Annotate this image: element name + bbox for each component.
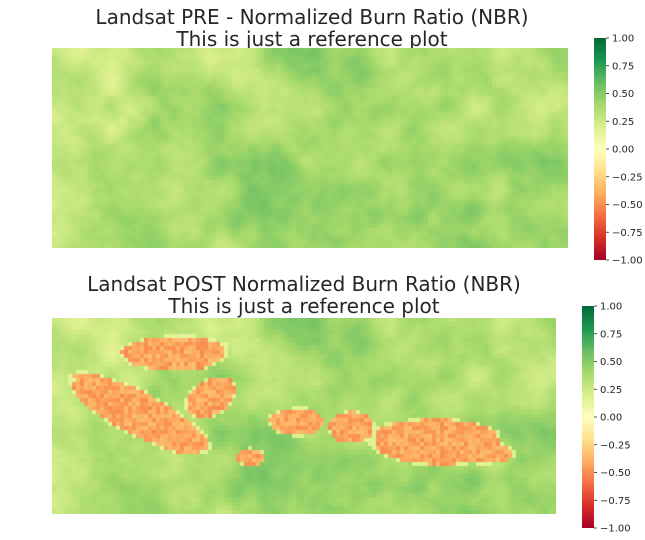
colorbar-tick-label: 0.75 [612,61,634,72]
colorbar-tick-label: −1.00 [600,524,631,533]
pre-title: Landsat PRE - Normalized Burn Ratio (NBR… [52,6,572,50]
colorbar-gradient [594,38,606,260]
colorbar-tick-label: 0.50 [612,89,634,100]
colorbar-tick-label: 0.50 [600,357,622,368]
colorbar-tick-label: 1.00 [600,302,622,313]
colorbar-tick-label: 0.00 [600,413,622,424]
colorbar-tick-label: −0.75 [612,228,643,239]
pre-title-line2: This is just a reference plot [176,27,448,51]
colorbar-tick-label: 0.25 [612,117,634,128]
colorbar-tick-label: −0.25 [600,440,631,451]
colorbar-tick-label: −0.75 [600,496,631,507]
colorbar-tick-label: −0.50 [612,200,643,211]
post-title: Landsat POST Normalized Burn Ratio (NBR)… [52,273,556,317]
colorbar-tick-label: −0.25 [612,172,643,183]
colorbar-tick-label: 0.75 [600,329,622,340]
pre-nbr-heatmap [52,48,568,248]
colorbar-tick-label: 0.00 [612,145,634,156]
colorbar-tick-label: −1.00 [612,256,643,265]
pre-colorbar: 1.00 0.75 0.50 0.25 0.00 −0.25 −0.50 −0.75 −1.00 [594,34,643,265]
colorbar-tick-label: 0.25 [600,385,622,396]
post-title-line1: Landsat POST Normalized Burn Ratio (NBR) [87,272,521,296]
post-colorbar: 1.00 0.75 0.50 0.25 0.00 −0.25 −0.50 −0.75 −1.00 [582,302,631,533]
post-nbr-heatmap [52,318,556,514]
colorbar-gradient [582,306,594,528]
colorbar-tick-label: 1.00 [612,34,634,45]
colorbar-tick-label: −0.50 [600,468,631,479]
pre-title-line1: Landsat PRE - Normalized Burn Ratio (NBR… [95,5,529,29]
post-title-line2: This is just a reference plot [168,294,440,318]
